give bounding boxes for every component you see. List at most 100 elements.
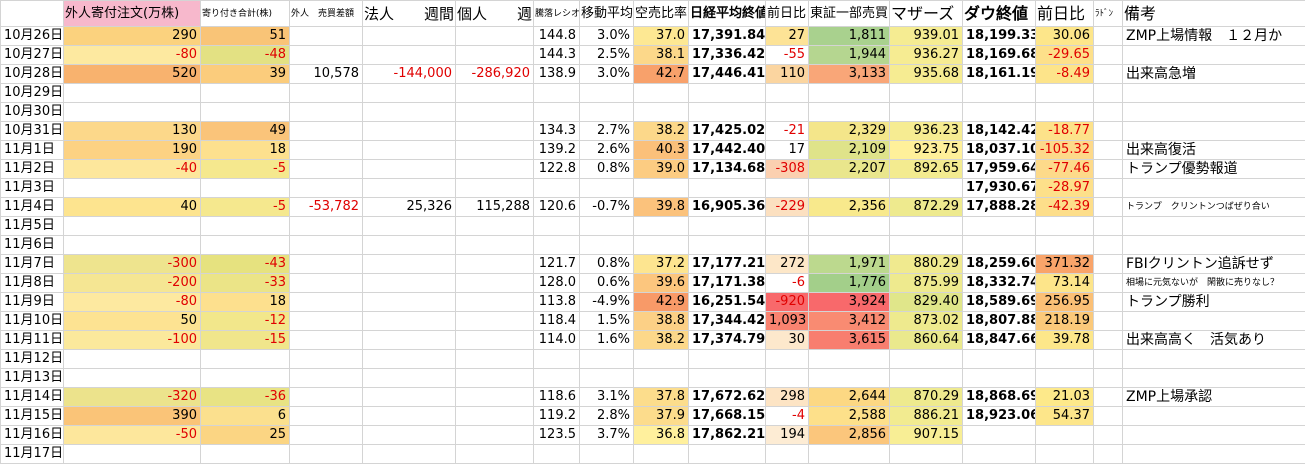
cell — [289, 254, 363, 274]
cell — [200, 216, 290, 236]
header-cell: 騰落レシオ — [533, 0, 580, 27]
cell: 相場に元気ないが 閑散に売りなし？ — [1122, 273, 1305, 293]
cell: 54.37 — [1035, 406, 1094, 426]
cell: 51 — [200, 26, 290, 46]
cell — [455, 178, 534, 198]
cell: 190 — [63, 140, 201, 160]
header-cell: ﾗﾄﾞﾝ — [1093, 0, 1123, 27]
cell — [1093, 121, 1123, 141]
header-cell: 日経平均終値 — [688, 0, 766, 27]
cell: -308 — [765, 159, 809, 179]
cell — [808, 83, 890, 103]
cell: -286,920 — [455, 64, 534, 84]
cell: 2.7% — [579, 121, 634, 141]
cell — [362, 102, 456, 122]
cell — [688, 102, 766, 122]
cell: 2.5% — [579, 45, 634, 65]
cell: 42.7 — [633, 64, 689, 84]
data-row: 10月26日 290 51 144.8 3.0% 37.0 17,391.84 27 1,811… — [0, 26, 1305, 46]
cell: 39.8 — [633, 197, 689, 217]
cell: 17,888.28 — [962, 197, 1036, 217]
cell: 3,133 — [808, 64, 890, 84]
cell: 870.29 — [889, 387, 963, 407]
data-row: 11月14日 -320 -36 118.6 3.1% 37.8 17,672.62 298 2,… — [0, 387, 1305, 407]
cell — [633, 368, 689, 388]
cell — [455, 349, 534, 369]
cell: 114.0 — [533, 330, 580, 350]
cell — [455, 444, 534, 464]
cell — [455, 45, 534, 65]
cell: 16,251.54 — [688, 292, 766, 312]
header-cell: ダウ終値 — [962, 0, 1036, 27]
cell: -48 — [200, 45, 290, 65]
cell — [1122, 45, 1305, 65]
cell — [289, 273, 363, 293]
data-row: 11月15日 390 6 119.2 2.8% 37.9 17,668.15 -4 2,588 8… — [0, 406, 1305, 426]
data-row: 11月8日 -200 -33 128.0 0.6% 39.6 17,171.38 -6 1,77… — [0, 273, 1305, 293]
cell: -920 — [765, 292, 809, 312]
cell: -320 — [63, 387, 201, 407]
cell: トランプ優勢報道 — [1122, 159, 1305, 179]
header-cell: 前日比 — [1035, 0, 1094, 27]
cell — [962, 368, 1036, 388]
cell: 18,037.10 — [962, 140, 1036, 160]
cell: 1,971 — [808, 254, 890, 274]
cell: 2.8% — [579, 406, 634, 426]
cell: 2,644 — [808, 387, 890, 407]
cell — [1093, 254, 1123, 274]
cell: 10,578 — [289, 64, 363, 84]
cell: 1,093 — [765, 311, 809, 331]
cell: 272 — [765, 254, 809, 274]
cell — [362, 444, 456, 464]
cell — [289, 292, 363, 312]
cell — [1093, 235, 1123, 255]
cell: -42.39 — [1035, 197, 1094, 217]
cell — [808, 216, 890, 236]
cell: 40 — [63, 197, 201, 217]
cell — [1093, 311, 1123, 331]
cell — [688, 349, 766, 369]
cell: 18 — [200, 292, 290, 312]
data-row: 11月13日 — [0, 368, 1305, 388]
cell: 873.02 — [889, 311, 963, 331]
cell: 18,169.68 — [962, 45, 1036, 65]
cell — [1035, 83, 1094, 103]
data-row: 10月29日 — [0, 83, 1305, 103]
cell — [289, 444, 363, 464]
cell: 936.27 — [889, 45, 963, 65]
cell — [362, 330, 456, 350]
data-row: 11月16日 -50 25 123.5 3.7% 36.8 17,862.21 194 2,85… — [0, 425, 1305, 445]
cell: 11月8日 — [0, 273, 64, 293]
cell — [962, 444, 1036, 464]
cell — [362, 254, 456, 274]
cell — [455, 140, 534, 160]
cell — [289, 159, 363, 179]
cell — [579, 368, 634, 388]
header-cell: 備考 — [1122, 0, 1305, 27]
cell: 130 — [63, 121, 201, 141]
cell: 18,807.88 — [962, 311, 1036, 331]
cell: 872.29 — [889, 197, 963, 217]
cell: -33 — [200, 273, 290, 293]
cell: 11月15日 — [0, 406, 64, 426]
cell — [1093, 444, 1123, 464]
cell: -5 — [200, 159, 290, 179]
cell: 118.6 — [533, 387, 580, 407]
cell: 144.3 — [533, 45, 580, 65]
cell — [962, 425, 1036, 445]
cell — [688, 216, 766, 236]
cell: 17,134.68 — [688, 159, 766, 179]
cell — [289, 425, 363, 445]
cell — [362, 349, 456, 369]
cell: 2.6% — [579, 140, 634, 160]
cell: 18,259.60 — [962, 254, 1036, 274]
data-row: 11月12日 — [0, 349, 1305, 369]
cell — [633, 102, 689, 122]
cell: -80 — [63, 45, 201, 65]
cell: 出来高復活 — [1122, 140, 1305, 160]
cell — [1122, 121, 1305, 141]
cell: 3,615 — [808, 330, 890, 350]
cell: -40 — [63, 159, 201, 179]
cell: 50 — [63, 311, 201, 331]
cell — [362, 273, 456, 293]
